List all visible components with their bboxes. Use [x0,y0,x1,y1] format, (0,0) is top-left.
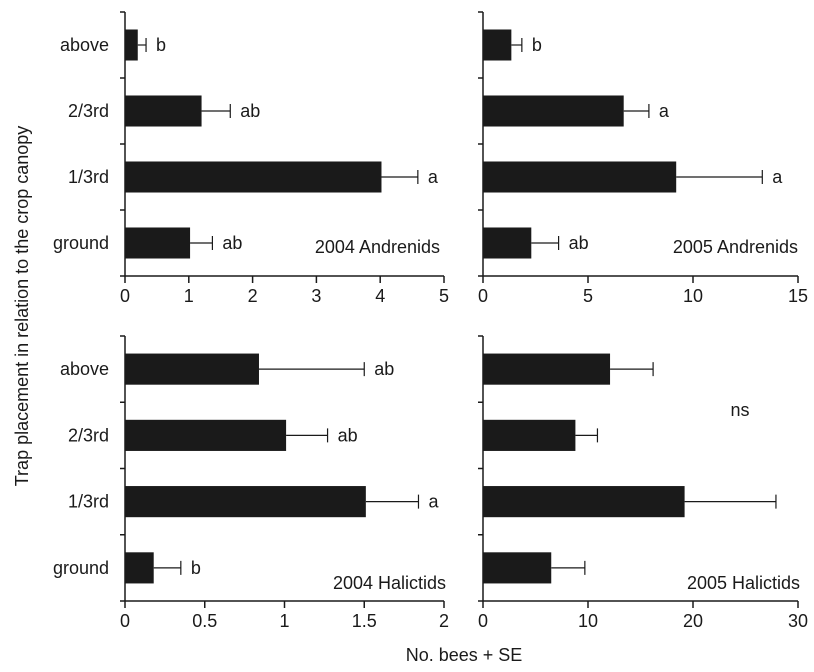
x-tick-label: 5 [583,286,593,306]
x-tick-label: 0 [478,286,488,306]
bar [483,95,624,127]
bar [125,419,287,451]
x-tick-label: 20 [683,611,703,631]
panel-3: 0 0.5 1 1.5 2 ab above ab 2/3rd a 1/3rd b ground 2004… [53,335,449,631]
significance-letter: ab [569,233,589,253]
panel-2: 0 5 10 15 b a a ab 2005 Andrenids [478,11,808,306]
x-tick-label: 4 [375,286,385,306]
panel-1: 0 1 2 3 4 5 b above ab 2/3rd a 1/3rd ab ground 2004 An… [53,11,449,306]
x-tick-label: 0 [120,611,130,631]
bar [125,353,259,385]
x-axis-title: No. bees + SE [406,645,523,665]
x-tick-label: 30 [788,611,808,631]
significance-letter: a [659,101,670,121]
x-tick-label: 3 [311,286,321,306]
panel-title: 2004 Andrenids [315,237,440,257]
bar [125,486,366,518]
bar [483,353,611,385]
bar [483,486,685,518]
bar [125,552,154,584]
x-tick-label: 15 [788,286,808,306]
bar [483,161,677,193]
significance-letter: ab [240,101,260,121]
category-label: ground [53,558,109,578]
y-axis-title: Trap placement in relation to the crop c… [12,126,32,487]
panel-title: 2005 Halictids [687,573,800,593]
bar [125,95,202,127]
significance-letter: a [428,167,439,187]
x-tick-label: 2 [248,286,258,306]
significance-letter: ab [222,233,242,253]
ns-annotation: ns [730,400,749,420]
bar [125,29,138,61]
significance-letter: b [532,35,542,55]
x-tick-label: 2 [439,611,449,631]
bar [125,161,382,193]
x-tick-label: 1 [184,286,194,306]
panel-title: 2005 Andrenids [673,237,798,257]
category-label: 1/3rd [68,167,109,187]
category-label: above [60,35,109,55]
significance-letter: a [428,492,439,512]
significance-letter: a [772,167,783,187]
category-label: 2/3rd [68,425,109,445]
bar [483,29,512,61]
category-label: ground [53,233,109,253]
category-label: 1/3rd [68,492,109,512]
category-label: above [60,359,109,379]
significance-letter: b [191,558,201,578]
significance-letter: ab [374,359,394,379]
panel-4: 0 10 20 30 2005 Halictids ns [478,335,808,631]
x-tick-label: 0 [120,286,130,306]
significance-letter: ab [338,425,358,445]
category-label: 2/3rd [68,101,109,121]
bar [483,552,552,584]
bar [483,419,576,451]
x-tick-label: 0.5 [192,611,217,631]
x-tick-label: 10 [578,611,598,631]
panel-title: 2004 Halictids [333,573,446,593]
bar [483,227,532,259]
x-tick-label: 0 [478,611,488,631]
bar [125,227,191,259]
x-tick-label: 1.5 [352,611,377,631]
x-tick-label: 10 [683,286,703,306]
x-tick-label: 1 [279,611,289,631]
significance-letter: b [156,35,166,55]
x-tick-label: 5 [439,286,449,306]
